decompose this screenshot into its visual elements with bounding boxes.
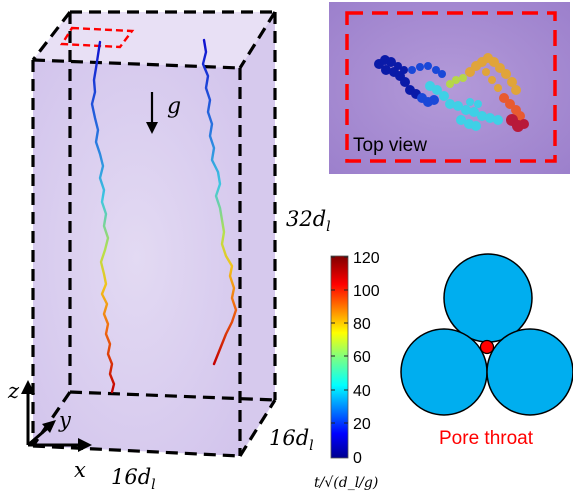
top-view-region-marker — [59, 26, 135, 49]
box-front-face — [33, 60, 240, 456]
dimension-labels: 32dl 16dl 16dl — [111, 207, 331, 493]
colorbar: 120 100 80 60 40 20 0 t/√(d_l/g) — [314, 250, 380, 491]
simulation-box — [31, 10, 277, 458]
axis-label-x: x — [74, 458, 86, 482]
gravity-indicator: g — [146, 92, 181, 134]
depth-dimension-label: 16dl — [269, 426, 314, 454]
colorbar-tick-0: 0 — [353, 450, 362, 467]
inset-droplet-cluster — [374, 53, 529, 132]
axis-label-z: z — [7, 379, 20, 403]
coordinate-axes — [21, 380, 92, 452]
trajectory-right — [201, 38, 238, 366]
pore-throat-diagram: Pore throat — [400, 253, 573, 449]
inset-background — [329, 2, 570, 174]
sphere-top — [443, 253, 533, 343]
box-edges — [31, 10, 277, 458]
height-dimension-label: 32dl — [286, 207, 331, 235]
colorbar-tick-100: 100 — [353, 283, 380, 300]
colorbar-tick-60: 60 — [353, 349, 371, 366]
throat-droplet — [479, 339, 495, 355]
pore-throat-label: Pore throat — [439, 428, 534, 449]
colorbar-tick-marks — [331, 256, 348, 424]
top-view-inset: Top view — [329, 2, 570, 174]
colorbar-axis-label: t/√(d_l/g) — [314, 475, 378, 491]
colorbar-tick-40: 40 — [353, 383, 371, 400]
colorbar-tick-80: 80 — [353, 316, 371, 333]
sphere-right — [486, 328, 573, 416]
colorbar-tick-20: 20 — [353, 416, 371, 433]
droplet-trajectories — [90, 38, 238, 394]
axis-label-y: y — [58, 408, 72, 432]
trajectory-left — [90, 40, 116, 394]
sphere-left — [400, 328, 488, 416]
width-dimension-label: 16dl — [111, 465, 156, 493]
colorbar-gradient — [330, 255, 349, 459]
inset-border — [345, 11, 557, 163]
colorbar-tick-labels: 120 100 80 60 40 20 0 — [353, 250, 380, 467]
gravity-label: g — [167, 94, 181, 119]
colorbar-tick-120: 120 — [353, 250, 380, 267]
box-top-face — [33, 12, 275, 68]
inset-label: Top view — [353, 135, 427, 156]
box-side-face — [240, 12, 275, 456]
